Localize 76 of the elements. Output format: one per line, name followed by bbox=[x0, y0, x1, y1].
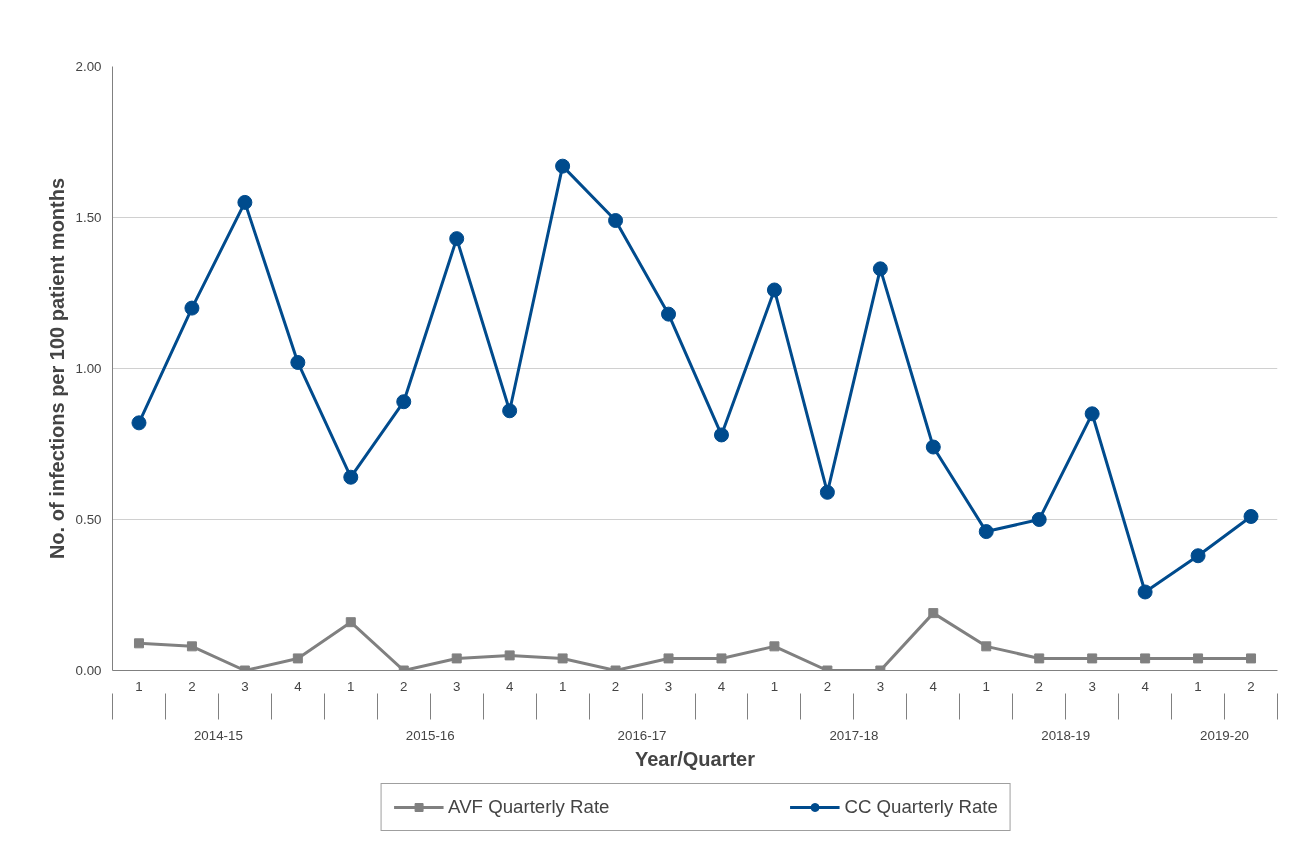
point bbox=[661, 306, 677, 322]
point bbox=[925, 439, 941, 455]
x-tick-label: 3 bbox=[1088, 678, 1096, 694]
y-tick-label: 1.50 bbox=[75, 210, 102, 225]
y-tick-label: 0.00 bbox=[75, 663, 102, 678]
point bbox=[184, 300, 200, 316]
text: 2019-20 bbox=[1200, 727, 1250, 743]
point bbox=[396, 394, 412, 410]
x-tick-label: 3 bbox=[664, 678, 673, 694]
point bbox=[133, 638, 144, 649]
point bbox=[449, 231, 465, 247]
x-tick-label: 4 bbox=[1141, 678, 1150, 694]
x-tick-label: 4 bbox=[505, 678, 514, 694]
point bbox=[555, 158, 571, 174]
point bbox=[1137, 584, 1153, 600]
point bbox=[451, 653, 462, 664]
point bbox=[1190, 548, 1206, 564]
point bbox=[981, 641, 992, 652]
x-tick-label: 2 bbox=[823, 678, 832, 694]
text: 2015-16 bbox=[405, 727, 455, 743]
point bbox=[557, 653, 568, 664]
point bbox=[290, 354, 306, 370]
point bbox=[713, 427, 729, 443]
x-tick-label: 2 bbox=[611, 678, 620, 694]
point bbox=[1140, 653, 1151, 664]
point bbox=[504, 650, 515, 661]
point bbox=[1031, 512, 1047, 527]
legend-label: AVF Quarterly Rate bbox=[448, 796, 610, 818]
point bbox=[716, 653, 727, 664]
point bbox=[345, 617, 356, 628]
point bbox=[131, 415, 147, 431]
text: 2014-15 bbox=[193, 727, 243, 743]
x-tick-label: 1 bbox=[347, 678, 355, 694]
point bbox=[186, 641, 197, 652]
point bbox=[502, 403, 518, 419]
x-tick-label: 3 bbox=[241, 678, 249, 694]
y-tick-label: 1.00 bbox=[75, 361, 102, 376]
x-tick-label: 4 bbox=[929, 678, 938, 694]
x-tick-label: 1 bbox=[558, 678, 567, 694]
point bbox=[769, 641, 780, 652]
y-tick-label: 0.50 bbox=[75, 512, 102, 527]
point bbox=[1243, 508, 1259, 524]
point bbox=[819, 484, 835, 500]
y-axis-title: No. of infections per 100 patient months bbox=[45, 177, 68, 560]
point bbox=[1087, 653, 1098, 664]
x-tick-label: 4 bbox=[294, 678, 303, 694]
point bbox=[608, 213, 624, 229]
x-tick-label: 3 bbox=[876, 678, 885, 694]
text: 2016-17 bbox=[617, 727, 667, 743]
legend-label: CC Quarterly Rate bbox=[844, 796, 998, 818]
x-tick-label: 2 bbox=[1247, 678, 1255, 694]
point bbox=[978, 524, 994, 540]
point bbox=[1084, 406, 1100, 422]
text: 2017-18 bbox=[829, 727, 879, 743]
text: 2018-19 bbox=[1041, 727, 1091, 743]
point bbox=[872, 261, 888, 277]
x-tick-label: 2 bbox=[1035, 678, 1043, 694]
point bbox=[663, 653, 674, 664]
x-tick-label: 3 bbox=[453, 678, 461, 694]
point bbox=[1193, 653, 1204, 664]
point bbox=[343, 469, 359, 485]
point bbox=[1246, 653, 1257, 664]
x-tick-label: 4 bbox=[717, 678, 726, 694]
point bbox=[1034, 653, 1045, 664]
point bbox=[928, 608, 939, 619]
point bbox=[237, 194, 253, 210]
x-tick-label: 2 bbox=[188, 678, 196, 694]
y-tick-label: 2.00 bbox=[75, 59, 102, 74]
point bbox=[292, 653, 303, 664]
x-tick-label: 1 bbox=[770, 678, 779, 694]
x-axis-title: Year/Quarter bbox=[634, 747, 756, 770]
point bbox=[766, 282, 782, 298]
x-tick-label: 2 bbox=[400, 678, 408, 694]
x-tick-label: 1 bbox=[135, 678, 143, 694]
x-tick-label: 1 bbox=[982, 678, 990, 694]
x-tick-label: 1 bbox=[1194, 678, 1202, 694]
